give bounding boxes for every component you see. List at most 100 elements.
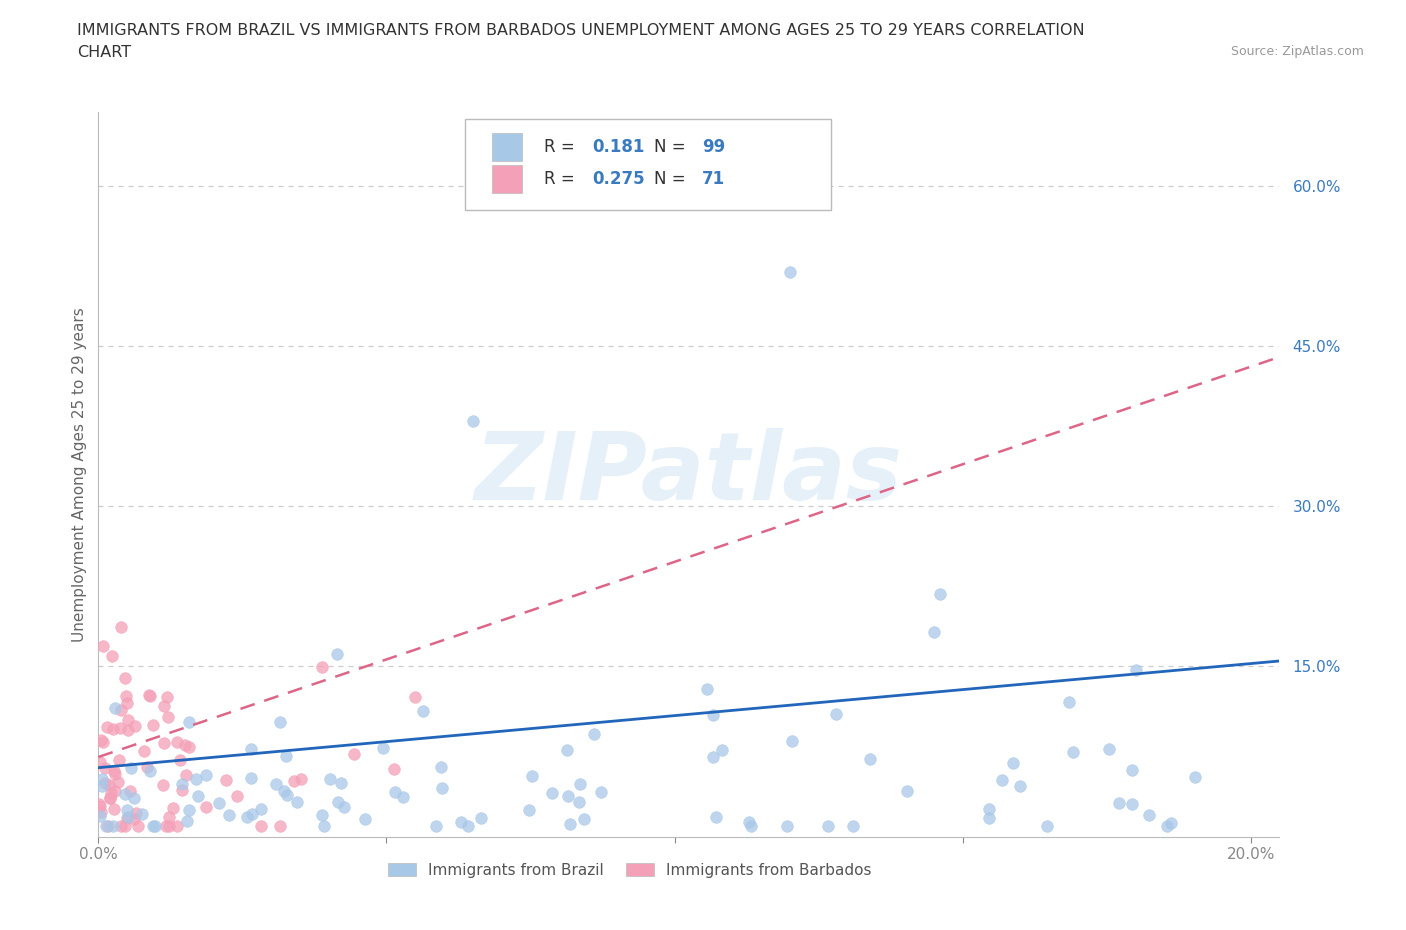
Point [96, 720, 118, 735]
Point [107, 775, 129, 790]
Point [91, 735, 114, 750]
Point [89, 808, 111, 823]
Point [142, 717, 165, 732]
Y-axis label: Unemployment Among Ages 25 to 29 years: Unemployment Among Ages 25 to 29 years [72, 307, 87, 642]
Point [776, 819, 799, 834]
Point [100, 786, 122, 801]
Point [173, 737, 195, 752]
Point [91, 778, 114, 793]
Point [738, 815, 761, 830]
Point [214, 773, 236, 788]
Point [108, 721, 131, 736]
Point [276, 787, 298, 802]
Point [589, 784, 612, 799]
Point [170, 777, 193, 791]
Point [541, 786, 564, 801]
Point [896, 783, 918, 798]
Point [470, 810, 492, 825]
Point [117, 712, 139, 727]
Point [274, 748, 297, 763]
Point [1062, 745, 1084, 760]
Point [991, 773, 1014, 788]
Point [152, 698, 174, 713]
Point [817, 819, 839, 834]
Point [1156, 819, 1178, 834]
Point [1160, 816, 1182, 830]
Point [117, 723, 139, 737]
Point [319, 772, 342, 787]
Point [166, 819, 188, 834]
Point [250, 819, 273, 834]
Point [557, 789, 579, 804]
Point [98, 790, 121, 805]
Point [311, 807, 333, 822]
Point [103, 801, 125, 816]
Point [104, 783, 127, 798]
Point [122, 811, 145, 826]
Legend: Immigrants from Brazil, Immigrants from Barbados: Immigrants from Brazil, Immigrants from … [382, 857, 877, 884]
Point [93, 761, 115, 776]
Point [1098, 741, 1121, 756]
Point [1108, 796, 1130, 811]
Point [1121, 763, 1143, 777]
Point [110, 619, 132, 634]
Point [710, 742, 733, 757]
Point [568, 794, 591, 809]
Point [583, 727, 606, 742]
Point [91, 771, 114, 786]
Point [425, 819, 447, 834]
Point [115, 696, 138, 711]
Text: N =: N = [654, 170, 685, 188]
Point [156, 710, 179, 724]
Point [696, 681, 718, 696]
Point [929, 586, 952, 601]
Point [269, 819, 291, 834]
Point [159, 819, 181, 834]
Point [218, 808, 240, 823]
Point [842, 819, 865, 834]
Point [128, 819, 150, 834]
Point [155, 690, 177, 705]
Point [450, 815, 472, 830]
Point [87, 796, 110, 811]
Point [312, 819, 335, 834]
Point [91, 639, 114, 654]
Point [97, 819, 120, 834]
Point [98, 790, 121, 805]
Point [240, 806, 263, 821]
Point [90, 733, 112, 748]
Point [101, 722, 124, 737]
Point [1036, 819, 1059, 834]
Point [558, 817, 581, 831]
Point [326, 795, 349, 810]
Point [177, 740, 200, 755]
Point [139, 688, 162, 703]
Point [430, 780, 453, 795]
Text: R =: R = [544, 170, 575, 188]
Point [235, 810, 257, 825]
Point [120, 784, 142, 799]
Point [115, 688, 138, 703]
Point [1001, 755, 1024, 770]
Point [155, 818, 177, 833]
Text: 0.181: 0.181 [592, 139, 644, 156]
Text: IMMIGRANTS FROM BRAZIL VS IMMIGRANTS FROM BARBADOS UNEMPLOYMENT AMONG AGES 25 TO: IMMIGRANTS FROM BRAZIL VS IMMIGRANTS FRO… [77, 23, 1085, 38]
Point [290, 772, 312, 787]
Text: N =: N = [654, 139, 685, 156]
Point [108, 752, 131, 767]
Point [195, 767, 218, 782]
Point [977, 802, 1000, 817]
FancyBboxPatch shape [492, 133, 523, 161]
Point [333, 800, 356, 815]
Text: ZIPatlas: ZIPatlas [475, 429, 903, 520]
Point [94, 819, 117, 834]
Point [138, 687, 160, 702]
Point [110, 702, 132, 717]
Text: 99: 99 [702, 139, 725, 156]
Point [208, 795, 231, 810]
Point [115, 803, 138, 817]
Text: Source: ZipAtlas.com: Source: ZipAtlas.com [1230, 45, 1364, 58]
Point [104, 766, 127, 781]
Point [176, 814, 198, 829]
Point [520, 768, 543, 783]
